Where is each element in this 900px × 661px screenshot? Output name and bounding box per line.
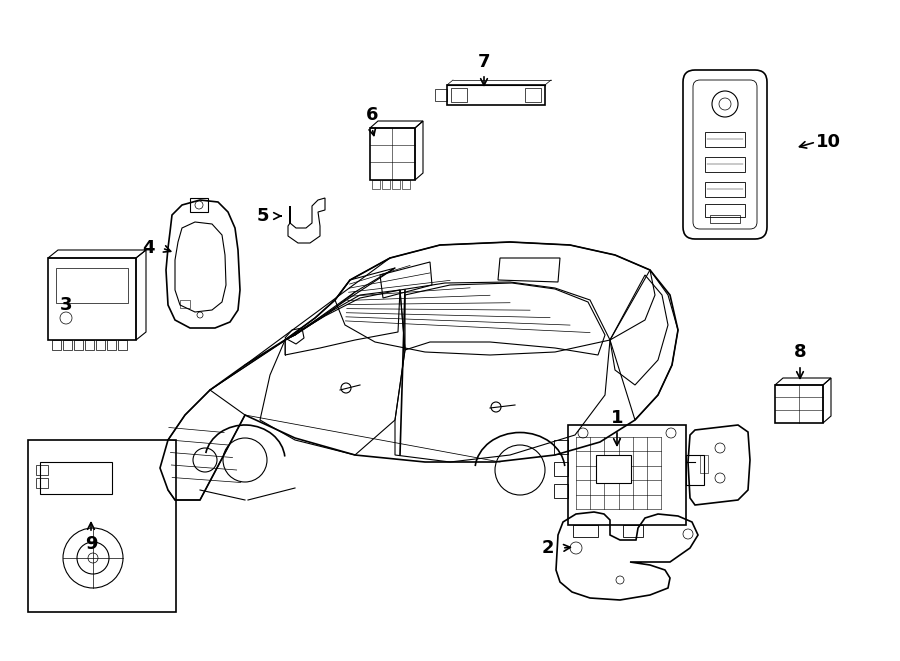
Bar <box>48 258 136 340</box>
Bar <box>118 340 127 350</box>
Bar <box>392 180 400 189</box>
Bar <box>36 478 48 488</box>
Bar <box>52 340 61 350</box>
Bar <box>710 215 740 223</box>
Bar <box>36 465 48 475</box>
Bar <box>554 462 568 476</box>
Text: 1: 1 <box>611 409 623 427</box>
Bar <box>573 525 598 537</box>
Bar <box>623 525 643 537</box>
Bar <box>402 180 410 189</box>
Bar <box>435 89 447 101</box>
Text: 8: 8 <box>794 343 806 361</box>
Bar <box>700 455 708 473</box>
Bar <box>56 268 128 303</box>
Bar <box>451 88 467 102</box>
Bar <box>85 340 94 350</box>
Bar <box>686 455 704 485</box>
Bar <box>554 440 568 454</box>
Bar <box>370 128 415 180</box>
Bar <box>447 85 545 105</box>
Bar <box>705 157 745 172</box>
Bar <box>190 198 208 212</box>
Bar <box>40 462 112 494</box>
Bar <box>372 180 380 189</box>
Bar <box>96 340 105 350</box>
Bar <box>180 300 190 308</box>
Bar <box>63 340 72 350</box>
Bar <box>568 425 686 525</box>
Bar <box>107 340 116 350</box>
Text: 10: 10 <box>815 133 841 151</box>
Bar <box>705 132 745 147</box>
Bar <box>596 455 631 483</box>
Text: 9: 9 <box>85 535 97 553</box>
Text: 3: 3 <box>59 296 72 314</box>
Bar <box>525 88 541 102</box>
Text: 6: 6 <box>365 106 378 124</box>
Text: 5: 5 <box>256 207 269 225</box>
Bar <box>74 340 83 350</box>
Bar <box>554 484 568 498</box>
Bar <box>382 180 390 189</box>
Text: 2: 2 <box>542 539 554 557</box>
Bar <box>705 204 745 217</box>
Text: 7: 7 <box>478 53 491 71</box>
Text: 4: 4 <box>142 239 154 257</box>
Bar <box>705 182 745 197</box>
Bar <box>775 385 823 423</box>
Bar <box>28 440 176 612</box>
